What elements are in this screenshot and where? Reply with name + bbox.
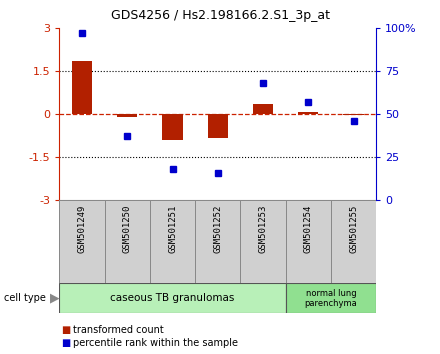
Text: GSM501251: GSM501251 [168, 204, 177, 252]
Text: ▶: ▶ [50, 292, 60, 305]
Bar [117, 114, 137, 117]
Bar [343, 114, 364, 115]
Text: GSM501253: GSM501253 [259, 204, 268, 252]
FancyBboxPatch shape [195, 200, 240, 283]
Text: transformed count: transformed count [73, 325, 163, 335]
Text: normal lung
parenchyma: normal lung parenchyma [304, 289, 357, 308]
FancyBboxPatch shape [59, 200, 105, 283]
Text: ■: ■ [62, 338, 71, 348]
Text: caseous TB granulomas: caseous TB granulomas [110, 293, 235, 303]
FancyBboxPatch shape [59, 283, 286, 313]
FancyBboxPatch shape [286, 200, 331, 283]
Bar [162, 114, 183, 140]
Text: cell type: cell type [4, 293, 46, 303]
FancyBboxPatch shape [105, 200, 150, 283]
Bar [253, 104, 273, 114]
Text: ■: ■ [62, 325, 71, 335]
Text: GSM501249: GSM501249 [77, 204, 87, 252]
Text: GSM501250: GSM501250 [123, 204, 132, 252]
FancyBboxPatch shape [150, 200, 195, 283]
Bar [208, 114, 228, 138]
FancyBboxPatch shape [59, 200, 376, 283]
Bar [298, 112, 319, 114]
Text: GSM501254: GSM501254 [304, 204, 313, 252]
Text: GSM501252: GSM501252 [213, 204, 222, 252]
FancyBboxPatch shape [331, 200, 376, 283]
Text: percentile rank within the sample: percentile rank within the sample [73, 338, 238, 348]
Text: GSM501255: GSM501255 [349, 204, 358, 252]
Text: GDS4256 / Hs2.198166.2.S1_3p_at: GDS4256 / Hs2.198166.2.S1_3p_at [110, 9, 330, 22]
FancyBboxPatch shape [240, 200, 286, 283]
Bar [72, 61, 92, 114]
FancyBboxPatch shape [286, 283, 376, 313]
